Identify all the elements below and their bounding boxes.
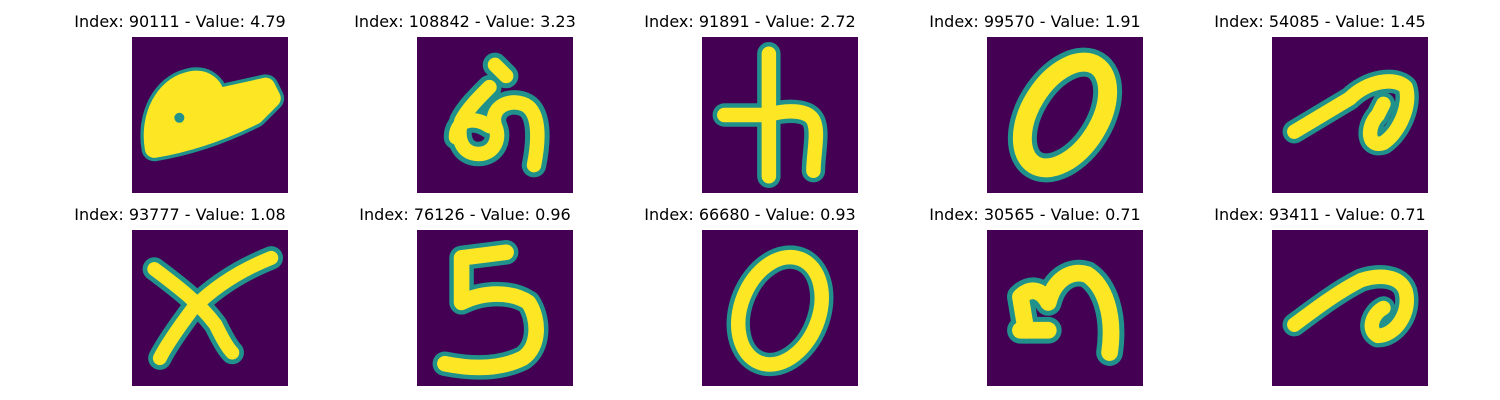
image-panel: Index: 54085 - Value: 1.45 bbox=[1170, 10, 1470, 203]
panel-title: Index: 91891 - Value: 2.72 bbox=[644, 12, 856, 31]
image-panel: Index: 90111 - Value: 4.79 bbox=[30, 10, 330, 203]
panel-title: Index: 66680 - Value: 0.93 bbox=[644, 205, 856, 224]
panel-title: Index: 76126 - Value: 0.96 bbox=[359, 205, 571, 224]
digit-image bbox=[132, 37, 288, 193]
digit-image bbox=[1272, 37, 1428, 193]
image-panel: Index: 93777 - Value: 1.08 bbox=[30, 203, 330, 396]
digit-image bbox=[417, 230, 573, 386]
image-panel: Index: 93411 - Value: 0.71 bbox=[1170, 203, 1470, 396]
digit-image bbox=[702, 230, 858, 386]
panel-title: Index: 93411 - Value: 0.71 bbox=[1214, 205, 1426, 224]
digit-image bbox=[417, 37, 573, 193]
digit-image bbox=[132, 230, 288, 386]
digit-image bbox=[702, 37, 858, 193]
panel-title: Index: 90111 - Value: 4.79 bbox=[74, 12, 286, 31]
panel-title: Index: 30565 - Value: 0.71 bbox=[929, 205, 1141, 224]
image-panel: Index: 76126 - Value: 0.96 bbox=[315, 203, 615, 396]
image-panel: Index: 30565 - Value: 0.71 bbox=[885, 203, 1185, 396]
digit-image bbox=[987, 230, 1143, 386]
image-panel: Index: 108842 - Value: 3.23 bbox=[315, 10, 615, 203]
digit-image bbox=[987, 37, 1143, 193]
image-panel: Index: 66680 - Value: 0.93 bbox=[600, 203, 900, 396]
image-panel: Index: 91891 - Value: 2.72 bbox=[600, 10, 900, 203]
panel-title: Index: 54085 - Value: 1.45 bbox=[1214, 12, 1426, 31]
image-panel: Index: 99570 - Value: 1.91 bbox=[885, 10, 1185, 203]
panel-title: Index: 99570 - Value: 1.91 bbox=[929, 12, 1141, 31]
digit-image bbox=[1272, 230, 1428, 386]
panel-title: Index: 108842 - Value: 3.23 bbox=[354, 12, 576, 31]
panel-title: Index: 93777 - Value: 1.08 bbox=[74, 205, 286, 224]
